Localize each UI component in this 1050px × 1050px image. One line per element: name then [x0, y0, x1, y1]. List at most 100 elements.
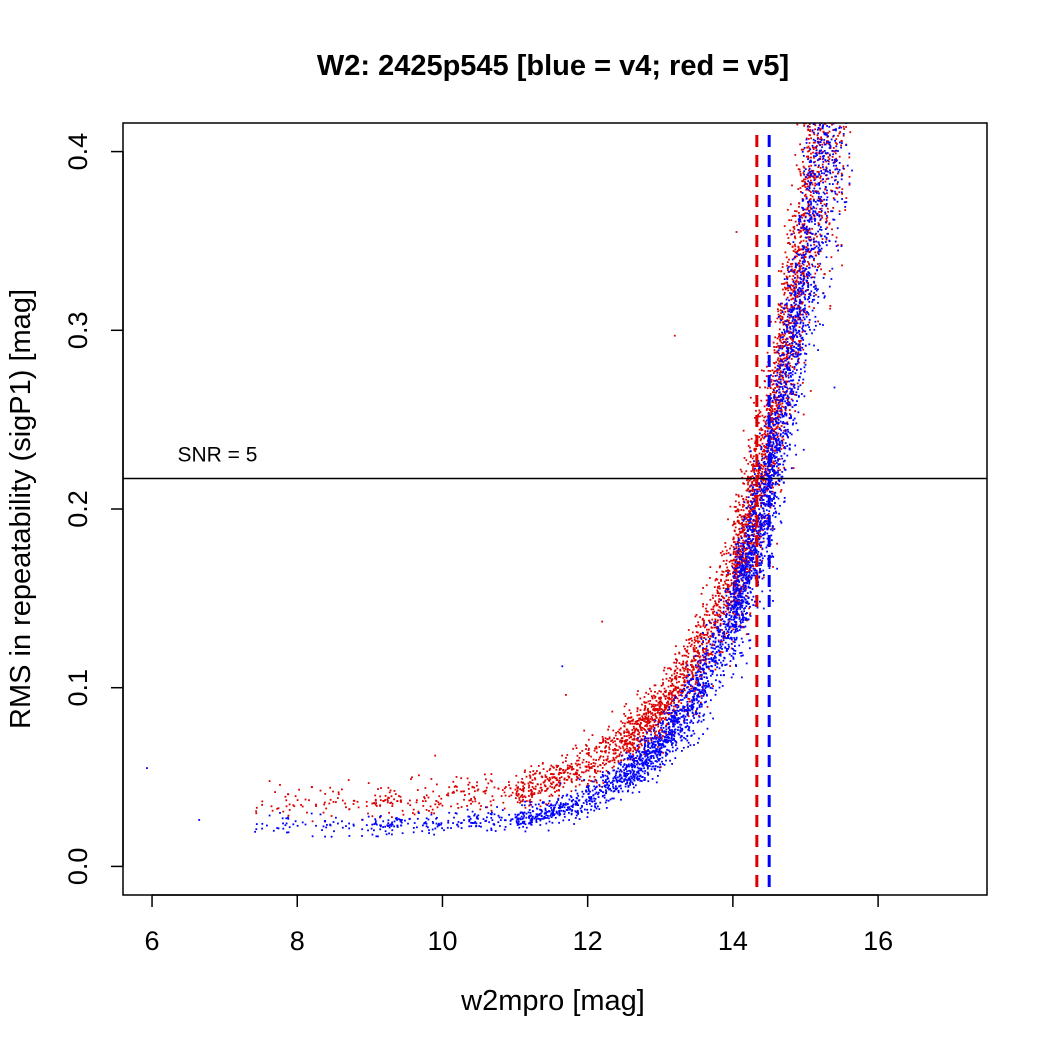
data-point: [835, 91, 837, 93]
data-point: [628, 737, 631, 739]
data-point: [752, 553, 755, 556]
data-point: [390, 801, 393, 804]
data-point: [810, 191, 812, 193]
data-point: [770, 428, 773, 431]
data-point: [732, 572, 734, 575]
data-point: [747, 633, 750, 635]
data-point: [738, 501, 740, 504]
data-point: [771, 490, 774, 493]
data-point: [549, 778, 552, 781]
data-point: [775, 391, 777, 394]
data-point: [822, 104, 824, 106]
data-point: [605, 769, 608, 772]
data-point: [784, 341, 786, 343]
data-point: [764, 421, 767, 423]
data-point: [749, 612, 752, 615]
data-point: [633, 737, 636, 740]
data-point: [826, 170, 828, 172]
data-point: [801, 216, 804, 219]
data-point: [775, 346, 778, 348]
data-point: [690, 670, 693, 673]
data-point: [725, 632, 728, 635]
data-point: [503, 787, 506, 790]
data-point: [746, 489, 749, 492]
data-point: [733, 584, 736, 587]
data-point: [766, 489, 769, 492]
data-point: [656, 711, 659, 714]
data-point: [632, 731, 634, 734]
data-point: [802, 239, 805, 242]
data-point: [747, 478, 749, 481]
data-point: [663, 666, 666, 669]
data-point: [742, 498, 744, 500]
data-point: [695, 681, 697, 683]
data-point: [534, 777, 536, 779]
data-point: [330, 835, 333, 838]
data-point: [768, 408, 771, 410]
data-point: [825, 199, 828, 201]
data-point: [632, 775, 635, 777]
data-point: [687, 715, 690, 718]
data-point: [789, 285, 792, 288]
data-point: [643, 720, 645, 722]
data-point: [638, 724, 641, 727]
data-point: [735, 563, 738, 565]
data-point: [793, 322, 796, 325]
data-point: [743, 541, 746, 543]
data-point: [785, 432, 788, 435]
data-point: [832, 171, 834, 174]
data-point: [824, 213, 827, 215]
data-point: [597, 758, 600, 761]
data-point: [781, 344, 784, 347]
data-point: [399, 795, 402, 798]
data-point: [649, 710, 652, 713]
data-point: [648, 720, 651, 723]
data-point: [719, 614, 722, 617]
data-point: [271, 809, 274, 812]
data-point: [633, 748, 636, 751]
data-point: [623, 743, 626, 746]
data-point: [436, 783, 438, 786]
data-point: [747, 475, 749, 478]
data-point: [705, 693, 708, 696]
data-point: [603, 750, 606, 753]
data-point: [820, 149, 822, 152]
data-point: [764, 473, 766, 476]
data-point: [729, 547, 731, 550]
data-point: [749, 478, 752, 481]
data-point: [692, 647, 695, 649]
data-point: [722, 612, 725, 614]
data-point: [812, 265, 814, 268]
data-point: [807, 282, 809, 285]
data-point: [649, 737, 652, 740]
data-point: [741, 518, 744, 521]
data-point: [628, 734, 631, 737]
data-point: [666, 712, 668, 715]
data-point: [831, 210, 834, 213]
data-point: [739, 599, 741, 602]
data-point: [367, 812, 369, 815]
data-point: [651, 750, 654, 753]
data-point: [623, 735, 626, 738]
data-point: [675, 686, 678, 689]
data-point: [747, 445, 750, 447]
data-point: [592, 765, 595, 768]
data-point: [558, 814, 561, 817]
data-point: [835, 87, 837, 89]
data-point: [427, 796, 430, 799]
data-point: [802, 207, 804, 209]
data-point: [614, 752, 616, 755]
data-point: [707, 654, 710, 657]
data-point: [733, 591, 736, 593]
data-point: [274, 791, 276, 793]
data-point: [697, 641, 699, 644]
data-point: [721, 629, 723, 631]
data-point: [636, 710, 639, 713]
data-point: [741, 515, 744, 518]
data-point: [589, 799, 591, 802]
data-point: [579, 752, 581, 754]
data-point: [762, 503, 765, 506]
data-point: [567, 775, 570, 778]
data-point: [785, 303, 788, 306]
data-point: [788, 362, 791, 365]
